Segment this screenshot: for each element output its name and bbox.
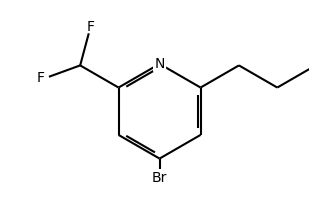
Text: N: N	[154, 57, 165, 71]
Text: Br: Br	[152, 171, 167, 185]
Text: F: F	[36, 71, 44, 85]
Text: F: F	[86, 19, 94, 34]
